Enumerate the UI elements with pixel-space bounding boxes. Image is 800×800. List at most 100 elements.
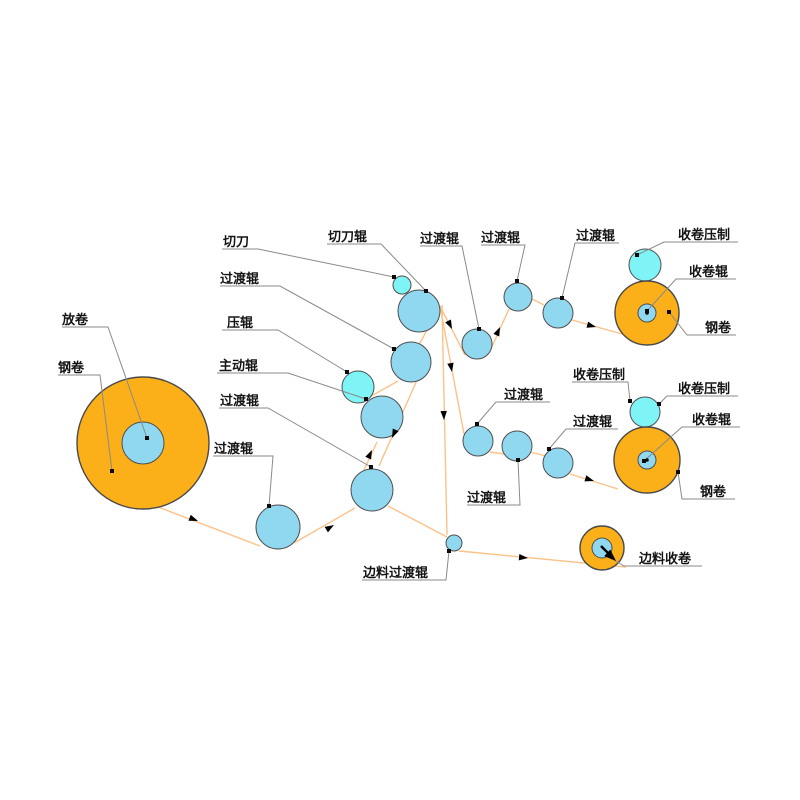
leader-unwind [62, 326, 148, 439]
label-transition-roller-mid-2: 过渡辊 [573, 414, 612, 429]
anchor-dot [475, 422, 479, 426]
flow-arrow [518, 554, 528, 561]
leader-transition-mid-2 [548, 428, 618, 450]
leader-drive [217, 372, 367, 400]
leader-transition-top-2 [481, 244, 526, 282]
leader-transition-2 [219, 407, 372, 468]
label-transition-roller-mid-1: 过渡辊 [504, 387, 543, 402]
anchor-dot [515, 279, 519, 283]
leader-transition-3 [213, 455, 274, 507]
label-drive-roller: 主动辊 [219, 358, 258, 373]
rewind-press-roller-mid [629, 396, 661, 428]
label-transition-roller-top-1: 过渡辊 [420, 231, 459, 246]
web-segment [439, 305, 466, 356]
leader-rewind-roller-mid [643, 426, 740, 462]
label-cutter-blade: 切刀 [223, 234, 249, 249]
anchor-dot [560, 296, 564, 300]
cutter-roller [397, 289, 441, 333]
anchor-dot [110, 469, 114, 473]
transition-roller-top-a [461, 328, 493, 360]
anchor-dot [392, 275, 396, 279]
unwind-coil-core [121, 421, 165, 465]
label-transition-roller-3: 过渡辊 [214, 441, 253, 456]
rewind-press-roller-top [628, 248, 662, 282]
flow-arrow [440, 410, 447, 420]
anchor-dot [364, 397, 368, 401]
web-segment [418, 329, 428, 346]
label-edge-rewind-coil: 边料收卷 [638, 551, 692, 566]
anchor-dot [667, 310, 671, 314]
anchor-dot [447, 549, 451, 553]
flow-arrow [324, 525, 334, 533]
label-transition-roller-top-3: 过渡辊 [576, 228, 615, 243]
anchor-dot [645, 309, 649, 313]
transition-roller-mid-c [542, 447, 574, 479]
anchor-dot [369, 465, 373, 469]
flow-arrow [392, 428, 399, 438]
anchor-dot [547, 447, 551, 451]
leader-transition-top-3 [561, 242, 619, 299]
leader-rewind-press-mid-left [572, 381, 631, 402]
label-rewind-press-mid-left: 收卷压制 [573, 367, 625, 382]
label-rewind-roller-mid: 收卷辊 [692, 412, 731, 427]
core-center-dot [645, 311, 649, 315]
press-roller [341, 370, 375, 404]
edge-winder-arrow-head [604, 549, 616, 561]
anchor-dot [267, 504, 271, 508]
leader-transition-top-1 [420, 245, 480, 330]
web-segment-edge-trim [387, 505, 448, 538]
anchor-dot [676, 470, 680, 474]
core-center-dot [645, 458, 649, 462]
leader-rewind-roller-top [646, 278, 736, 312]
transition-roller-center [390, 341, 432, 383]
web-path [157, 298, 627, 568]
leader-edge-transition [362, 550, 450, 581]
web-segment [489, 451, 505, 455]
label-leader-lines [58, 241, 740, 581]
label-transition-roller-1: 过渡辊 [220, 271, 259, 286]
label-rewind-press-mid-right: 收卷压制 [678, 381, 730, 396]
web-segment [531, 298, 545, 306]
flow-arrow [493, 327, 500, 337]
edge-transition-roller [445, 534, 463, 552]
label-edge-transition-roller: 边料过渡辊 [362, 565, 428, 580]
label-transition-roller-top-2: 过渡辊 [481, 230, 520, 245]
flow-arrow [447, 362, 454, 372]
web-segment-to-top-winder [571, 319, 623, 335]
flow-arrows [188, 319, 616, 561]
anchor-dot [392, 347, 396, 351]
anchor-dots [110, 253, 680, 553]
transition-roller-top-c [542, 297, 574, 329]
leader-transition-mid-1 [476, 401, 550, 425]
label-cutter-roller: 切刀辊 [328, 229, 367, 244]
anchor-dot [642, 459, 646, 463]
leader-transition-1 [220, 285, 395, 350]
anchor-dot [516, 458, 520, 462]
anchor-dot [635, 253, 639, 257]
label-rewind-press-top: 收卷压制 [678, 227, 730, 242]
web-segment-to-mid-winder [569, 473, 619, 490]
label-unwind-coil: 放卷 [61, 312, 89, 327]
label-press-roller: 压辊 [227, 315, 253, 330]
web-segment-unwind-to-roller [157, 506, 261, 547]
flow-arrow [365, 450, 372, 460]
cutter-blade-disc [392, 275, 412, 295]
leader-edge-rewind [613, 559, 702, 567]
transition-roller-mid-b [501, 430, 533, 462]
anchor-dot [628, 399, 632, 403]
leader-rewind-press-mid-right [658, 395, 738, 405]
web-segment [529, 451, 547, 457]
transition-roller-top-b [503, 282, 533, 312]
flow-arrow [188, 514, 198, 521]
label-transition-roller-2: 过渡辊 [220, 393, 259, 408]
anchor-dot [424, 289, 428, 293]
anchor-dot [477, 327, 481, 331]
leader-cutter [222, 248, 395, 278]
leader-rewind-press-top [636, 241, 738, 256]
web-segment [293, 507, 356, 544]
transition-roller-shared [350, 468, 394, 512]
anchor-dot [657, 402, 661, 406]
anchor-dot [145, 436, 149, 440]
leader-transition-mid-3 [467, 459, 521, 506]
